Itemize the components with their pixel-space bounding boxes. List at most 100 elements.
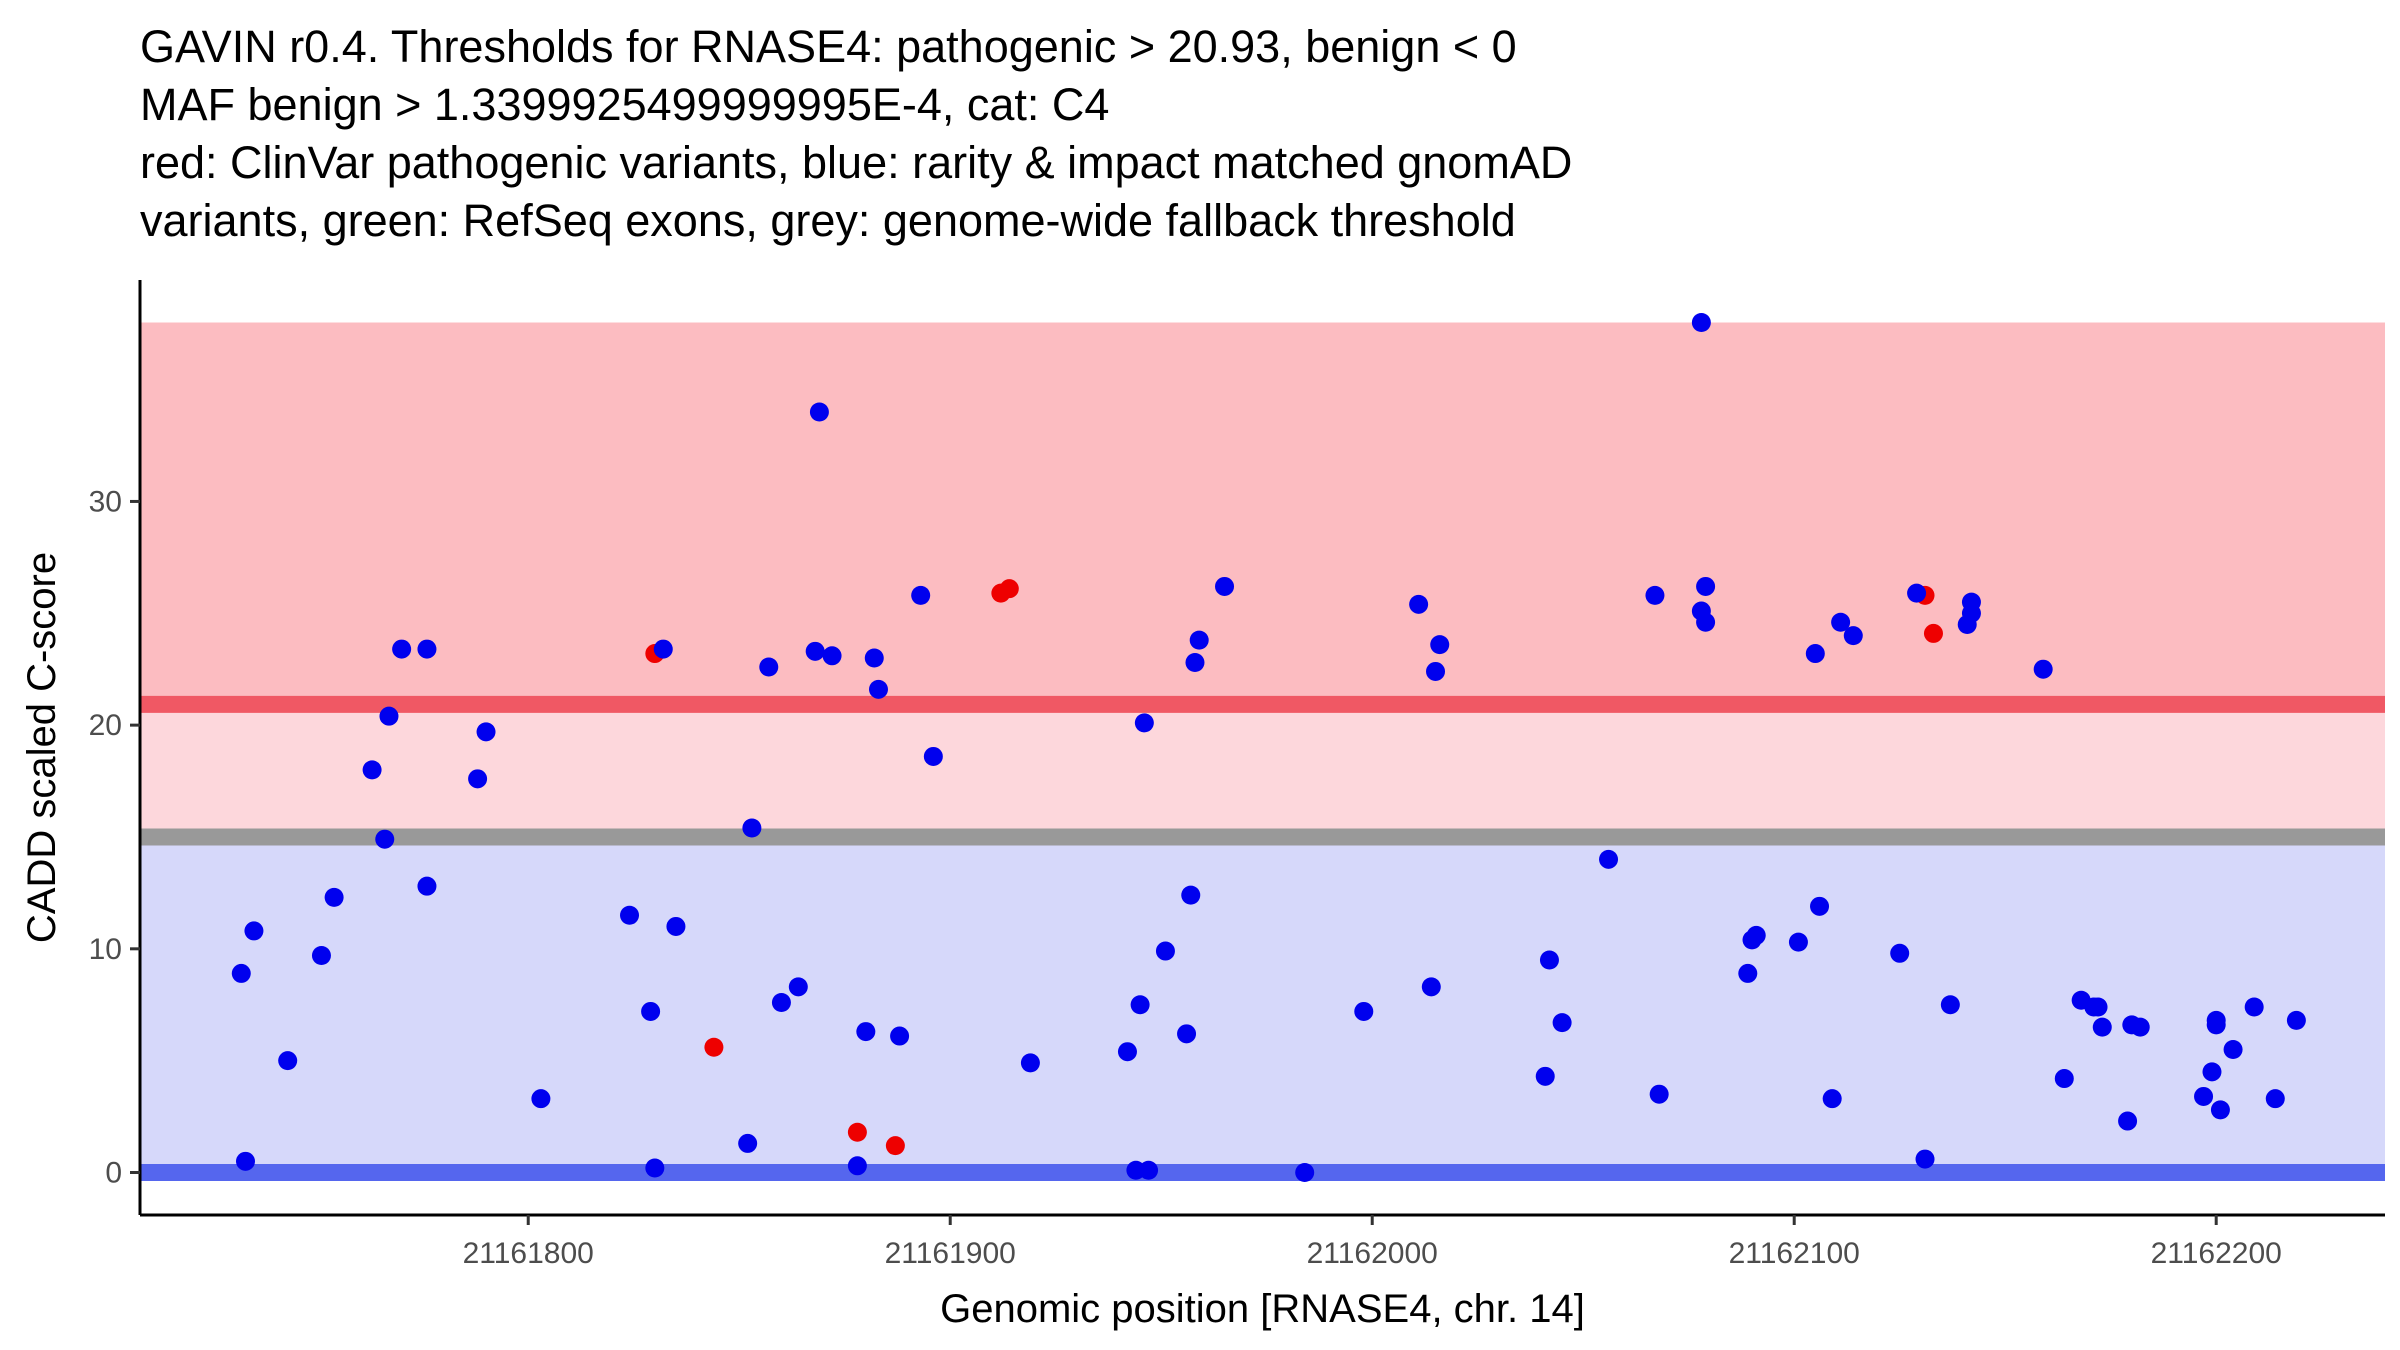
gnomad-point-24 [788,977,808,997]
gnomad-point-55 [1552,1013,1572,1033]
gnomad-point-47 [1295,1163,1315,1182]
gnomad-point-11 [417,876,437,896]
title-line-3: red: ClinVar pathogenic variants, blue: … [140,137,1573,188]
gnomad-point-43 [1181,885,1201,905]
clinvar-point-5 [999,579,1019,599]
gnomad-point-18 [653,639,673,659]
gnomad-point-72 [1890,943,1910,963]
gnomad-point-3 [278,1051,298,1071]
gnomad-point-89 [2202,1062,2222,1082]
gnomad-point-2 [244,921,264,941]
gnomad-point-84 [2092,1017,2112,1037]
y-tick-label-2: 20 [89,709,122,742]
y-tick-label-3: 30 [89,485,122,518]
gnomad-point-73 [1907,583,1927,603]
gnomad-point-14 [531,1089,551,1109]
gnomad-point-10 [417,639,437,659]
gnomad-point-23 [771,993,791,1012]
gnomad-point-28 [847,1156,867,1176]
gnomad-point-29 [856,1022,876,1042]
gnomad-point-54 [1539,950,1559,970]
gnomad-point-87 [2130,1017,2150,1037]
gnomad-point-5 [324,887,344,907]
gnomad-point-46 [1215,576,1235,596]
gnomad-point-40 [1139,1160,1159,1180]
gnomad-point-68 [1810,896,1830,916]
gnomad-point-30 [864,648,884,668]
gnomad-point-17 [645,1158,665,1178]
gnomad-point-8 [379,706,399,726]
gnomad-point-22 [759,657,779,677]
gnomad-point-6 [362,760,382,780]
gnomad-point-32 [890,1026,910,1046]
gnomad-point-65 [1746,925,1766,945]
region-0 [140,322,2385,705]
gnomad-point-78 [1961,592,1981,612]
gnomad-point-79 [2033,659,2053,679]
clinvar-point-3 [885,1136,905,1156]
gnomad-point-74 [1915,1149,1935,1169]
clinvar-point-1 [704,1037,724,1057]
x-tick-label-3: 21162100 [1729,1237,1860,1270]
gnomad-point-92 [2210,1100,2230,1120]
gnomad-point-61 [1696,612,1716,632]
gnomad-point-83 [2088,997,2108,1017]
gnomad-point-69 [1822,1089,1842,1109]
gnomad-point-9 [392,639,412,659]
clinvar-point-2 [847,1122,867,1142]
gnomad-point-80 [2054,1069,2074,1089]
gnomad-point-49 [1409,594,1429,614]
gnomad-point-19 [666,916,686,936]
gnomad-point-39 [1134,713,1154,733]
gnomad-point-66 [1788,932,1808,952]
x-tick-label-1: 21161900 [885,1237,1016,1270]
gnomad-point-13 [476,722,496,742]
gnomad-point-62 [1696,576,1716,596]
x-tick-label-4: 21162200 [2151,1237,2282,1270]
gnomad-point-93 [2223,1039,2243,1059]
threshold-regions [140,322,2385,1173]
gnomad-point-53 [1535,1066,1555,1086]
region-1 [140,704,2385,837]
region-2 [140,836,2385,1173]
gnomad-point-57 [1645,585,1665,605]
gnomad-point-33 [911,585,931,605]
clinvar-point-7 [1923,623,1943,643]
title-line-2: MAF benign > 1.3399925499999995E-4, cat:… [140,79,1110,130]
gnomad-point-70 [1831,612,1851,632]
y-tick-label-1: 10 [89,933,122,966]
x-tick-label-0: 21161800 [463,1237,594,1270]
gnomad-point-35 [1020,1053,1040,1073]
gnomad-point-15 [620,905,640,925]
gnomad-point-85 [2118,1111,2138,1131]
gnomad-point-44 [1185,653,1205,672]
gnomad-point-1 [235,1151,255,1171]
gnomad-point-56 [1599,849,1619,869]
gnomad-point-12 [468,769,488,789]
gnomad-point-27 [822,646,842,666]
gnomad-point-95 [2265,1089,2285,1109]
gnomad-point-31 [868,679,888,699]
y-tick-label-0: 0 [105,1157,122,1190]
gnomad-point-48 [1354,1001,1374,1021]
gnomad-point-96 [2286,1010,2306,1030]
gnomad-point-42 [1177,1024,1197,1044]
gnomad-point-7 [375,829,395,849]
data-points [231,313,2306,1182]
gnomad-point-16 [641,1001,661,1021]
gnomad-point-34 [923,746,943,766]
title-line-1: GAVIN r0.4. Thresholds for RNASE4: patho… [140,21,1517,72]
threshold-lines [140,695,2385,1181]
gnomad-point-21 [742,818,762,838]
gnomad-point-75 [1940,995,1960,1015]
x-tick-label-2: 21162000 [1307,1237,1438,1270]
axes: 0 10 20 30 21161800 21161900 21162000 21162100 2… [89,280,2385,1270]
gnomad-point-51 [1426,661,1446,681]
gnomad-point-67 [1805,644,1825,664]
gnomad-point-88 [2194,1086,2214,1106]
gnomad-point-63 [1738,963,1758,983]
gnomad-point-26 [809,402,829,422]
title-line-4: variants, green: RefSeq exons, grey: gen… [140,195,1516,246]
gnomad-point-71 [1843,626,1863,646]
gnomad-point-0 [231,963,251,983]
